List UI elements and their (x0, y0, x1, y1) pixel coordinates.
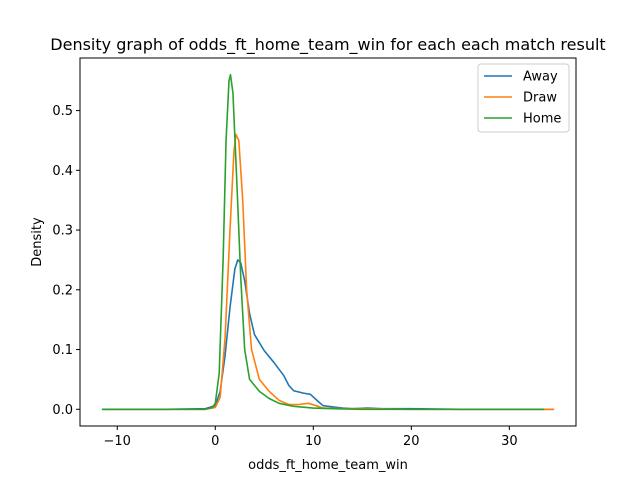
x-tick-label: −10 (104, 434, 131, 449)
y-tick-label: 0.3 (52, 224, 73, 239)
y-tick-label: 0.5 (52, 104, 73, 119)
legend: Away Draw Home (477, 63, 570, 133)
chart-title: Density graph of odds_ft_home_team_win f… (50, 35, 605, 55)
y-axis-ticks: 0.0 0.1 0.2 0.3 0.4 0.5 (52, 104, 80, 418)
legend-frame (477, 63, 570, 133)
legend-label-draw: Draw (523, 91, 557, 106)
legend-label-home: Home (523, 112, 561, 127)
y-tick-label: 0.4 (52, 164, 73, 179)
series-line-home (101, 73, 545, 411)
x-tick-label: 0 (211, 434, 219, 449)
x-tick-label: 10 (305, 434, 322, 449)
y-tick-label: 0.0 (52, 403, 73, 418)
series-lines (101, 73, 555, 411)
axes-frame (79, 57, 577, 427)
y-tick-label: 0.1 (52, 343, 73, 358)
legend-items: Away Draw Home (484, 70, 561, 127)
x-tick-label: 20 (403, 434, 420, 449)
legend-label-away: Away (523, 70, 558, 85)
x-axis-label: odds_ft_home_team_win (248, 458, 408, 473)
x-tick-label: 30 (501, 434, 518, 449)
x-axis-ticks: −10 0 10 20 30 (104, 426, 518, 449)
plot-area: −10 0 10 20 30 0.0 0.1 0.2 0.3 0.4 0.5 (52, 57, 577, 449)
y-tick-label: 0.2 (52, 283, 73, 298)
y-axis-label: Density (30, 217, 45, 267)
